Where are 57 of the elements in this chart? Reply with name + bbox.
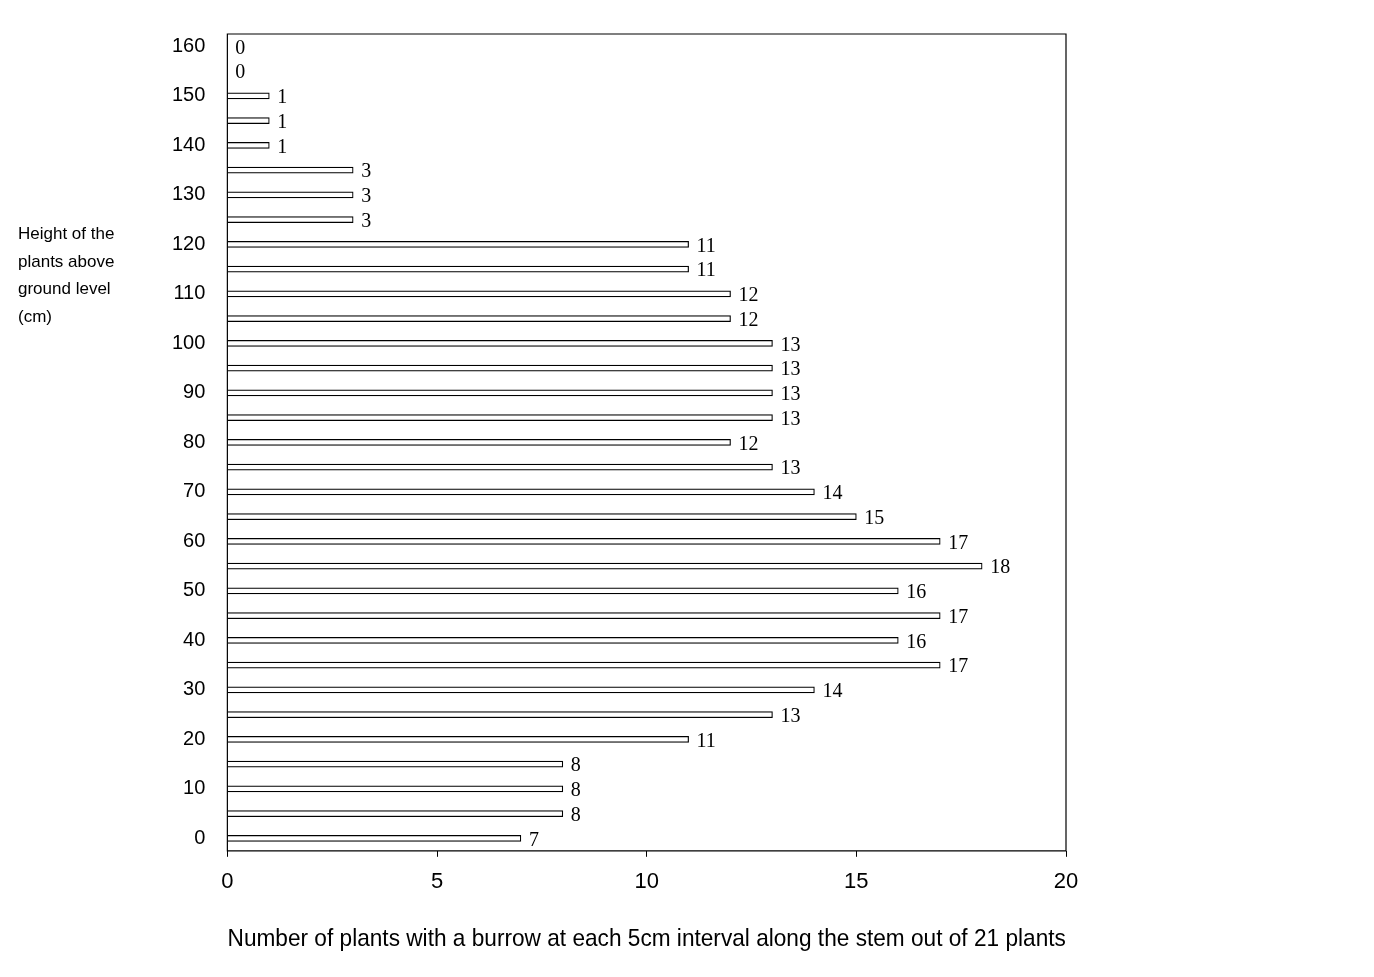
y-axis-title: Height of the plants above ground level (cm) [18,224,115,326]
y-tick-label: 50 [183,578,206,601]
x-tick-label: 20 [1053,868,1079,894]
y-tick-label: 130 [171,182,206,205]
y-tick-label: 120 [171,231,206,254]
x-tick-label: 10 [634,868,659,894]
y-tick-label: 100 [171,330,206,353]
data-label: 18 [990,555,1011,578]
y-tick-label: 30 [183,677,206,700]
y-tick-label: 80 [183,429,206,452]
data-label: 8 [570,778,581,801]
y-tick-label: 60 [183,528,206,551]
y-tick-label: 110 [173,281,206,304]
y-tick-label: 150 [171,83,206,106]
data-label: 1 [277,134,288,157]
data-label: 13 [780,357,801,380]
data-label: 0 [235,35,246,58]
data-label: 14 [822,679,843,702]
x-tick-label: 0 [221,868,234,894]
data-label: 11 [696,258,716,281]
data-label: 3 [361,159,372,182]
y-tick-label: 40 [183,627,206,650]
data-label: 3 [361,184,372,207]
y-tick-label: 160 [171,33,206,56]
x-tick-label: 15 [844,868,869,894]
data-label: 12 [738,307,759,330]
data-label: 3 [361,208,372,231]
data-label: 14 [822,481,843,504]
data-label: 13 [780,456,801,479]
data-label: 1 [277,85,288,108]
data-label: 13 [780,332,801,355]
y-tick-label: 10 [183,776,206,799]
data-label: 11 [696,728,716,751]
data-label: 15 [864,505,885,528]
y-tick-label: 90 [183,380,206,403]
data-label: 1 [277,109,288,132]
data-label: 17 [948,604,969,627]
data-label: 8 [570,753,581,776]
data-label: 13 [780,382,801,405]
x-axis-title: Number of plants with a burrow at each 5cm interval along the stem out of 21 plants [227,924,1066,952]
data-label: 0 [235,60,246,83]
data-label: 13 [780,703,801,726]
y-tick-label: 140 [171,132,206,155]
data-label: 12 [738,431,759,454]
data-label: 17 [948,530,969,553]
data-label: 8 [570,802,581,825]
data-label: 17 [948,654,969,677]
data-label: 11 [696,233,716,256]
x-tick-label: 5 [430,868,444,894]
y-tick-label: 0 [194,825,206,848]
y-tick-label: 70 [183,479,206,502]
data-label: 13 [780,406,801,429]
data-label: 7 [528,827,539,850]
y-tick-label: 20 [183,726,206,749]
data-label: 16 [906,580,927,603]
data-label: 12 [738,283,759,306]
data-label: 16 [906,629,927,652]
